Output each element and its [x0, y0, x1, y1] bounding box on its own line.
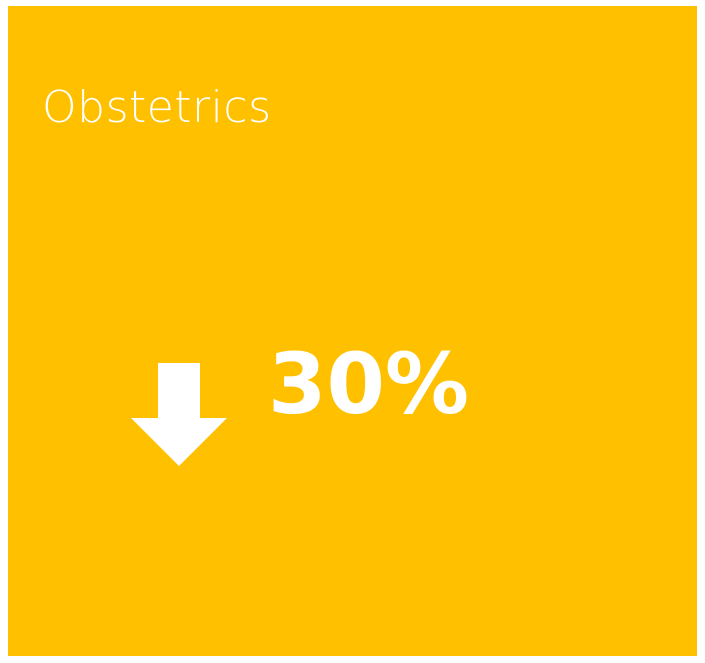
metric-value: 30% — [268, 335, 470, 433]
kpi-tile: Obstetrics 30% — [8, 6, 697, 656]
tile-title: Obstetrics — [42, 82, 272, 133]
arrow-down-icon — [131, 363, 227, 466]
